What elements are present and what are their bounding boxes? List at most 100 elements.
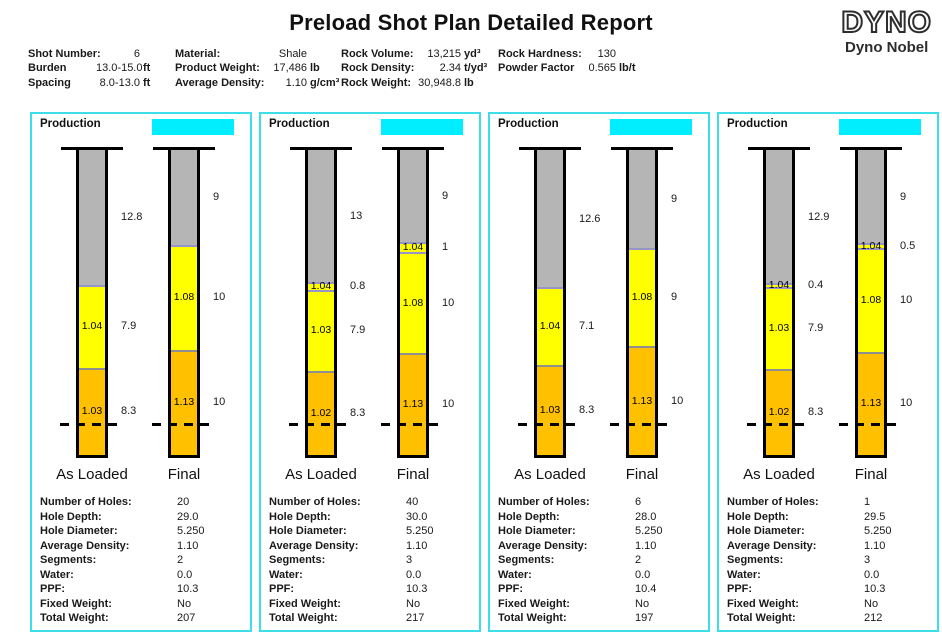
bore-title-final: Final bbox=[167, 466, 201, 483]
segment-length-label: 8.3 bbox=[579, 403, 595, 416]
field-value: 13.0-15.0 bbox=[96, 62, 143, 75]
segment-density-label: 1.04 bbox=[860, 239, 882, 252]
highlight-box bbox=[839, 119, 921, 135]
segment-length-label: 9 bbox=[213, 191, 220, 204]
detail-row: Fixed Weight: No bbox=[40, 598, 246, 613]
detail-value: 5.250 bbox=[177, 525, 205, 537]
detail-row: Total Weight: 207 bbox=[40, 612, 246, 627]
detail-row: Hole Depth: 28.0 bbox=[498, 511, 704, 526]
shot-info: Shot Number: 6 Burden 13.0-15.0 ft Spacing 8.0… bbox=[0, 48, 720, 94]
explosive-segment bbox=[308, 282, 334, 291]
field-label: Material: bbox=[175, 48, 221, 60]
segment-length-label: 10 bbox=[442, 398, 455, 411]
bore-title-as-loaded: As Loaded bbox=[514, 466, 586, 483]
bore-final: 9 10 10 1.08 1.13 bbox=[134, 147, 234, 458]
detail-label: Hole Diameter: bbox=[727, 525, 805, 537]
segment-length-label: 9 bbox=[671, 291, 678, 304]
detail-row: Fixed Weight: No bbox=[727, 598, 933, 613]
bore-title-final: Final bbox=[854, 466, 888, 483]
segment-density-label: 1.13 bbox=[631, 394, 653, 407]
segment-length-label: 10 bbox=[900, 397, 913, 410]
stemming-segment bbox=[79, 150, 105, 285]
field-unit: lb/t bbox=[619, 62, 636, 75]
detail-label: Segments: bbox=[727, 554, 784, 566]
detail-label: Average Density: bbox=[727, 539, 817, 552]
detail-value: 30.0 bbox=[406, 510, 428, 523]
segment-length-label: 0.4 bbox=[808, 279, 824, 292]
detail-row: PPF: 10.3 bbox=[727, 583, 933, 598]
panel-title: Production bbox=[269, 118, 330, 130]
detail-row: PPF: 10.3 bbox=[269, 583, 475, 598]
detail-value: 40 bbox=[406, 496, 419, 508]
bore-title-as-loaded: As Loaded bbox=[743, 466, 815, 483]
field-value: 1.10 bbox=[285, 76, 307, 89]
detail-value: 217 bbox=[406, 612, 425, 624]
segment-length-label: 10 bbox=[671, 394, 684, 407]
detail-value: 207 bbox=[177, 612, 196, 624]
detail-label: Segments: bbox=[498, 554, 555, 566]
detail-label: Segments: bbox=[40, 554, 97, 566]
segment-density-label: 1.04 bbox=[539, 319, 561, 332]
segment-length-label: 12.6 bbox=[579, 212, 601, 225]
field-value: 8.0-13.0 bbox=[99, 76, 140, 89]
borehole: 1.04 1.03 1.02 bbox=[763, 150, 795, 458]
detail-row: Number of Holes: 6 bbox=[498, 496, 704, 511]
collar-line bbox=[290, 147, 352, 150]
detail-row: Segments: 3 bbox=[727, 554, 933, 569]
explosive-segment bbox=[766, 287, 792, 370]
segment-length-label: 7.1 bbox=[579, 319, 595, 332]
hole-details-table: Number of Holes: 20 Hole Depth: 29.0 Hole Di… bbox=[40, 496, 246, 627]
detail-value: 5.250 bbox=[864, 525, 892, 537]
page-title: Preload Shot Plan Detailed Report bbox=[289, 10, 653, 35]
field-unit: ft bbox=[143, 62, 151, 75]
field-label: Rock Density: bbox=[341, 62, 415, 75]
detail-label: Average Density: bbox=[498, 539, 588, 552]
detail-row: Number of Holes: 1 bbox=[727, 496, 933, 511]
panel-title: Production bbox=[727, 118, 788, 130]
segment-length-label: 0.8 bbox=[350, 280, 366, 293]
detail-label: PPF: bbox=[40, 583, 66, 595]
panel-title: Production bbox=[40, 118, 101, 130]
detail-value: 0.0 bbox=[635, 568, 651, 581]
detail-label: Segments: bbox=[269, 554, 326, 566]
segment-density-label: 1.04 bbox=[81, 320, 103, 333]
segment-density-label: 1.13 bbox=[402, 398, 424, 411]
detail-label: Hole Depth: bbox=[727, 510, 789, 523]
detail-value: 2 bbox=[635, 554, 642, 566]
production-panel-1: Production 12.8 7.9 8.3 1.04 1.03 As Loaded 9 10… bbox=[30, 112, 252, 632]
segment-length-label: 8.3 bbox=[808, 406, 824, 419]
highlight-box bbox=[610, 119, 692, 135]
bore-title-as-loaded: As Loaded bbox=[56, 466, 128, 483]
detail-row: Total Weight: 212 bbox=[727, 612, 933, 627]
shot-info-column: Shot Number: 6 Burden 13.0-15.0 ft Spacing 8.0… bbox=[28, 48, 156, 91]
field-unit: g/cm³ bbox=[310, 76, 340, 89]
detail-row: PPF: 10.4 bbox=[498, 583, 704, 598]
detail-label: Number of Holes: bbox=[40, 496, 132, 508]
bore-final: 9 1 10 10 1.04 1.08 1.13 bbox=[363, 147, 463, 458]
collar-line bbox=[748, 147, 810, 150]
bore-as-loaded: 13 0.8 7.9 8.3 1.04 1.03 1.02 bbox=[271, 147, 371, 458]
explosive-segment bbox=[629, 346, 655, 455]
detail-value: 212 bbox=[864, 612, 883, 624]
field-label: Average Density: bbox=[175, 76, 265, 89]
detail-row: Number of Holes: 20 bbox=[40, 496, 246, 511]
detail-label: Average Density: bbox=[40, 539, 130, 552]
field-value: Shale bbox=[278, 48, 307, 60]
detail-label: Hole Depth: bbox=[269, 510, 331, 523]
detail-row: Fixed Weight: No bbox=[269, 598, 475, 613]
grade-dashed-line bbox=[60, 423, 124, 426]
logo-subtitle: Dyno Nobel bbox=[844, 39, 929, 56]
detail-value: 5.250 bbox=[406, 525, 434, 537]
segment-length-label: 0.5 bbox=[900, 239, 916, 252]
detail-row: Segments: 2 bbox=[498, 554, 704, 569]
segment-density-label: 1.04 bbox=[402, 240, 424, 253]
field-value: 0.565 bbox=[588, 62, 616, 75]
explosive-segment bbox=[79, 367, 105, 455]
detail-label: Hole Diameter: bbox=[40, 525, 118, 537]
collar-line bbox=[61, 147, 123, 150]
segment-density-label: 1.13 bbox=[860, 397, 882, 410]
bore-title-final: Final bbox=[625, 466, 659, 483]
grade-dashed-line bbox=[518, 423, 582, 426]
production-panel-2: Production 13 0.8 7.9 8.3 1.04 1.03 1.02 As Load… bbox=[259, 112, 481, 632]
explosive-segment bbox=[858, 243, 884, 249]
